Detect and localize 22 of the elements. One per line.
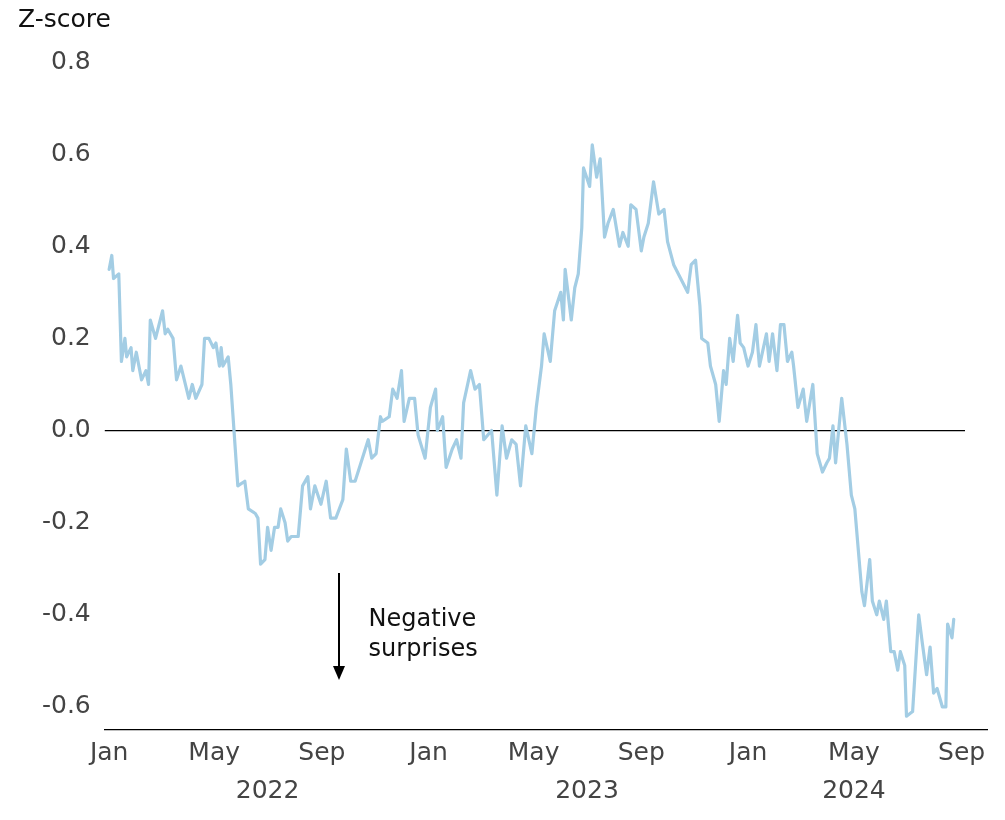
x2-tick-label: 2024	[822, 774, 886, 804]
x-tick-label: May	[507, 736, 560, 766]
annotation: Negative surprises	[368, 603, 479, 664]
y-tick-label: 0.8	[51, 45, 91, 75]
y-tick-label: -0.6	[42, 690, 91, 720]
y-tick-label: 0.6	[51, 137, 91, 167]
y-axis-title: Z-score	[18, 4, 111, 33]
x-tick-label: Jan	[726, 736, 768, 766]
x-tick-label: Sep	[617, 736, 665, 766]
x-tick-label: Jan	[87, 736, 129, 766]
y-tick-label: -0.2	[42, 506, 91, 536]
x2-tick-label: 2023	[555, 774, 619, 804]
x-tick-label: May	[828, 736, 881, 766]
x-tick-label: Sep	[298, 736, 346, 766]
y-tick-label: -0.4	[42, 598, 91, 628]
y-tick-label: 0.4	[51, 229, 91, 259]
x2-tick-label: 2022	[235, 774, 300, 804]
y-tick-label: 0.2	[51, 321, 91, 351]
x-tick-label: Sep	[938, 736, 986, 766]
y-tick-label: 0.0	[51, 414, 91, 444]
x-tick-label: Jan	[407, 736, 448, 766]
x-tick-label: May	[188, 736, 241, 766]
